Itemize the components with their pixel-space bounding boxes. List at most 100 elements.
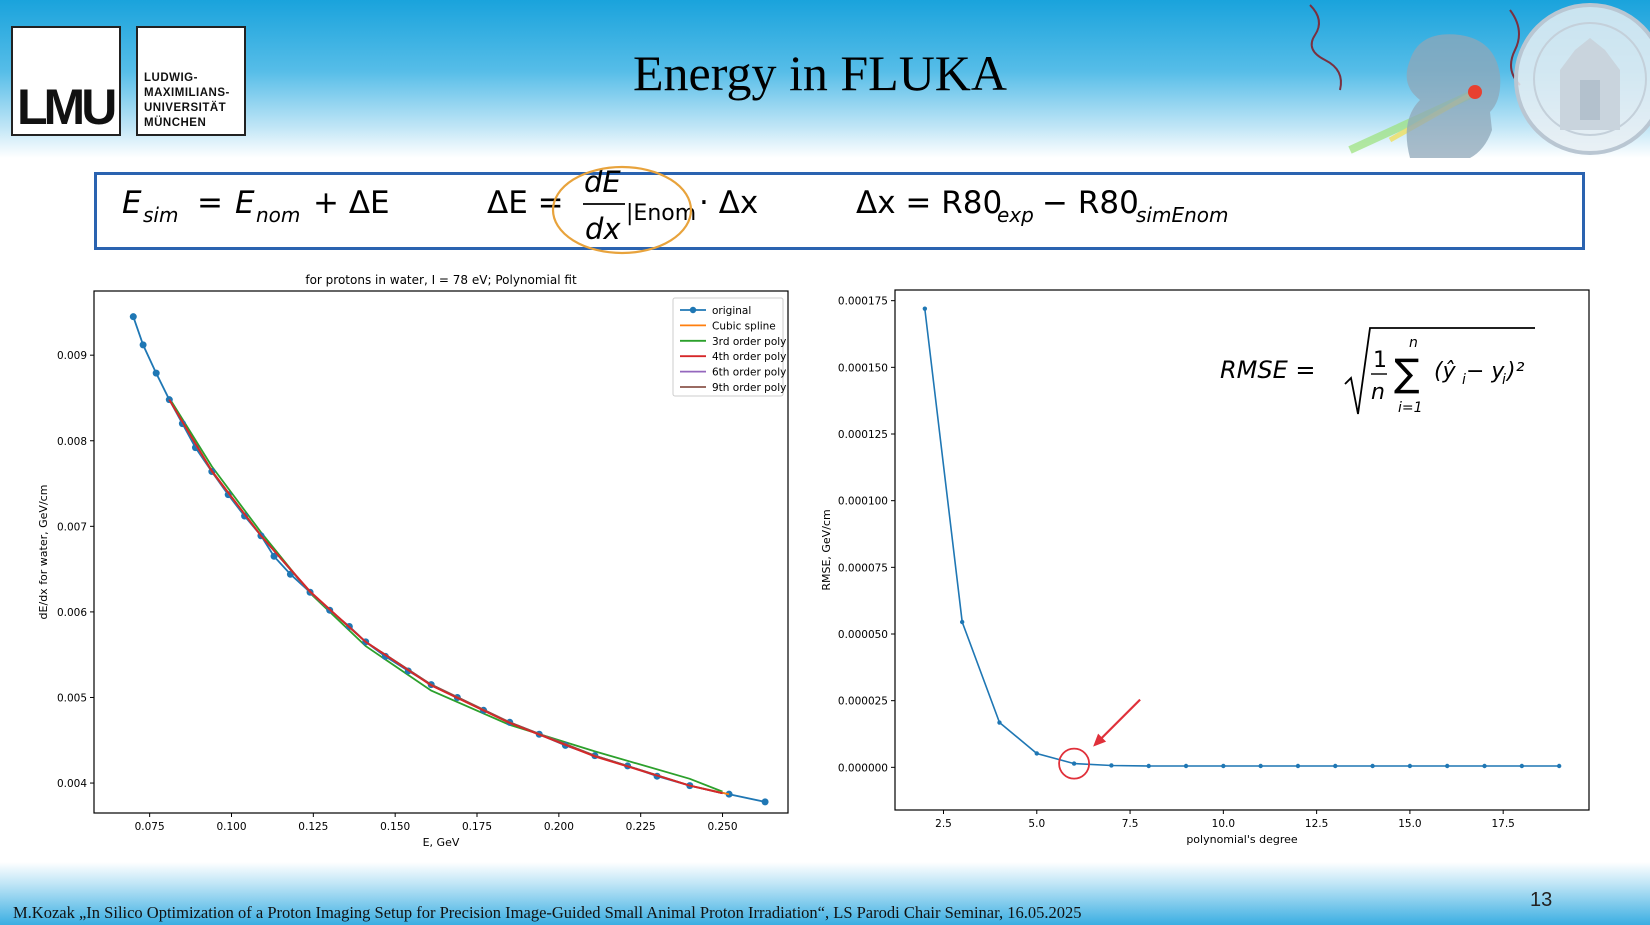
legend-entry: 3rd order poly	[712, 336, 786, 348]
data-point	[1258, 763, 1263, 769]
footer-citation: M.Kozak „In Silico Optimization of a Pro…	[13, 903, 1082, 922]
y-tick-label: 0.000125	[838, 429, 888, 441]
rmse-sum-lower: i=1	[1398, 400, 1423, 416]
series-line-4th-order-poly	[168, 399, 723, 795]
slide-footer	[0, 862, 1650, 925]
de-tail: · Δx	[699, 185, 758, 221]
x-axis-label: polynomial's degree	[1186, 833, 1298, 846]
data-point	[139, 341, 147, 349]
y-tick-label: 0.000150	[838, 362, 888, 374]
chart-title: for protons in water, I = 78 eV; Polynom…	[305, 273, 577, 287]
university-seal-icon	[1514, 3, 1650, 155]
enom-symbol: E	[235, 185, 255, 221]
data-point	[761, 798, 769, 806]
rmse-term-sub: i	[1462, 372, 1466, 388]
logo-line-1: LUDWIG-	[144, 72, 198, 84]
data-point	[1482, 763, 1487, 769]
data-point	[1519, 763, 1525, 769]
y-tick-label: 0.000175	[838, 296, 888, 308]
page-number: 13	[1530, 889, 1553, 911]
data-point	[270, 552, 278, 560]
esim-delta: + ΔE	[313, 185, 390, 221]
data-point	[1146, 763, 1151, 769]
data-point	[1333, 763, 1338, 769]
x-tick-label: 5.0	[1028, 818, 1045, 830]
dx-minus: − R80	[1042, 185, 1139, 221]
formula-row: E sim = E nom + ΔE ΔE = dE dx |Enom · Δx…	[122, 165, 1229, 255]
data-point	[1556, 763, 1562, 769]
data-point	[1221, 763, 1226, 769]
data-point	[129, 313, 137, 321]
slide-header	[0, 0, 1650, 158]
legend-marker	[689, 306, 697, 314]
esim-subscript: sim	[143, 203, 178, 227]
data-point	[1407, 763, 1413, 769]
x-tick-label: 17.5	[1491, 818, 1514, 830]
x-tick-label: 0.250	[707, 821, 737, 833]
series-line-0	[924, 308, 1560, 767]
y-tick-label: 0.008	[57, 436, 87, 448]
lmu-logo-wordmark: LUDWIG- MAXIMILIANS- UNIVERSITÄT MÜNCHEN	[136, 26, 246, 136]
series-line-3rd-order-poly	[168, 397, 723, 793]
legend-entry: Cubic spline	[712, 320, 776, 332]
stopping-power-chart: for protons in water, I = 78 eV; Polynom…	[37, 273, 789, 849]
rmse-sum-sign: ∑	[1394, 351, 1420, 395]
dx-subscript-exp: exp	[997, 203, 1034, 227]
dx-lhs: Δx = R80	[856, 185, 1002, 221]
logo-line-2: MAXIMILIANS-	[144, 87, 230, 99]
data-point	[922, 306, 928, 311]
x-tick-label: 12.5	[1305, 818, 1328, 830]
y-tick-label: 0.000000	[838, 762, 888, 774]
x-tick-label: 0.175	[462, 821, 492, 833]
rmse-denominator: n	[1371, 380, 1385, 405]
optimum-highlight-circle	[1058, 747, 1090, 780]
enom-subscript: nom	[256, 203, 300, 227]
lmu-logo-mark: LMU	[11, 26, 121, 136]
data-point	[1034, 751, 1039, 756]
header-illustration	[1309, 3, 1650, 158]
de-numerator: dE	[584, 165, 621, 199]
y-tick-label: 0.007	[57, 521, 87, 533]
rmse-close: )²	[1505, 359, 1525, 384]
rmse-numerator: 1	[1373, 348, 1387, 373]
proton-head-illustration-icon	[1309, 4, 1521, 158]
slide-title: Energy in FLUKA	[632, 45, 1008, 101]
de-lhs: ΔE =	[487, 185, 564, 221]
data-point	[1295, 763, 1301, 769]
legend-entry: original	[712, 305, 751, 317]
logo-line-3: UNIVERSITÄT	[144, 102, 227, 114]
y-tick-label: 0.009	[57, 350, 87, 362]
plot-frame	[93, 290, 789, 814]
y-axis-label: dE/dx for water, GeV/cm	[37, 485, 50, 620]
rmse-formula: RMSE = 1 n n ∑ i=1 (ŷ i − y i )²	[1220, 327, 1535, 416]
derivative-highlight-ellipse	[551, 165, 693, 255]
logo-line-4: MÜNCHEN	[144, 117, 207, 129]
data-point	[1109, 763, 1114, 768]
x-tick-label: 0.075	[135, 821, 165, 833]
legend-entry: 4th order poly	[712, 351, 786, 363]
data-point	[997, 720, 1002, 725]
rmse-sum-upper: n	[1409, 335, 1418, 351]
de-evaluated-at: |Enom	[626, 201, 696, 226]
data-point	[1071, 761, 1077, 766]
y-tick-label: 0.000075	[838, 562, 888, 574]
x-tick-label: 0.200	[544, 821, 574, 833]
rmse-chart: 2.5 5.0 7.5 10.0 12.5 15.0 17.5 0.000000 0.00002…	[820, 289, 1590, 846]
y-tick-label: 0.005	[57, 692, 87, 704]
data-point	[1445, 763, 1450, 769]
x-tick-label: 0.100	[216, 821, 246, 833]
esim-symbol: E	[122, 185, 142, 221]
x-tick-label: 2.5	[935, 818, 952, 830]
rmse-minus: − y	[1466, 359, 1505, 384]
data-point	[1370, 763, 1375, 769]
legend-entry: 6th order poly	[712, 367, 786, 379]
data-point	[152, 369, 160, 377]
de-denominator: dx	[585, 212, 621, 246]
y-tick-label: 0.006	[57, 607, 87, 619]
x-axis-label: E, GeV	[423, 836, 460, 849]
x-tick-label: 0.125	[298, 821, 328, 833]
y-tick-label: 0.000100	[838, 496, 888, 508]
x-tick-label: 10.0	[1212, 818, 1235, 830]
formula-box	[94, 172, 1585, 250]
dx-subscript-simenom: simEnom	[1136, 203, 1229, 227]
